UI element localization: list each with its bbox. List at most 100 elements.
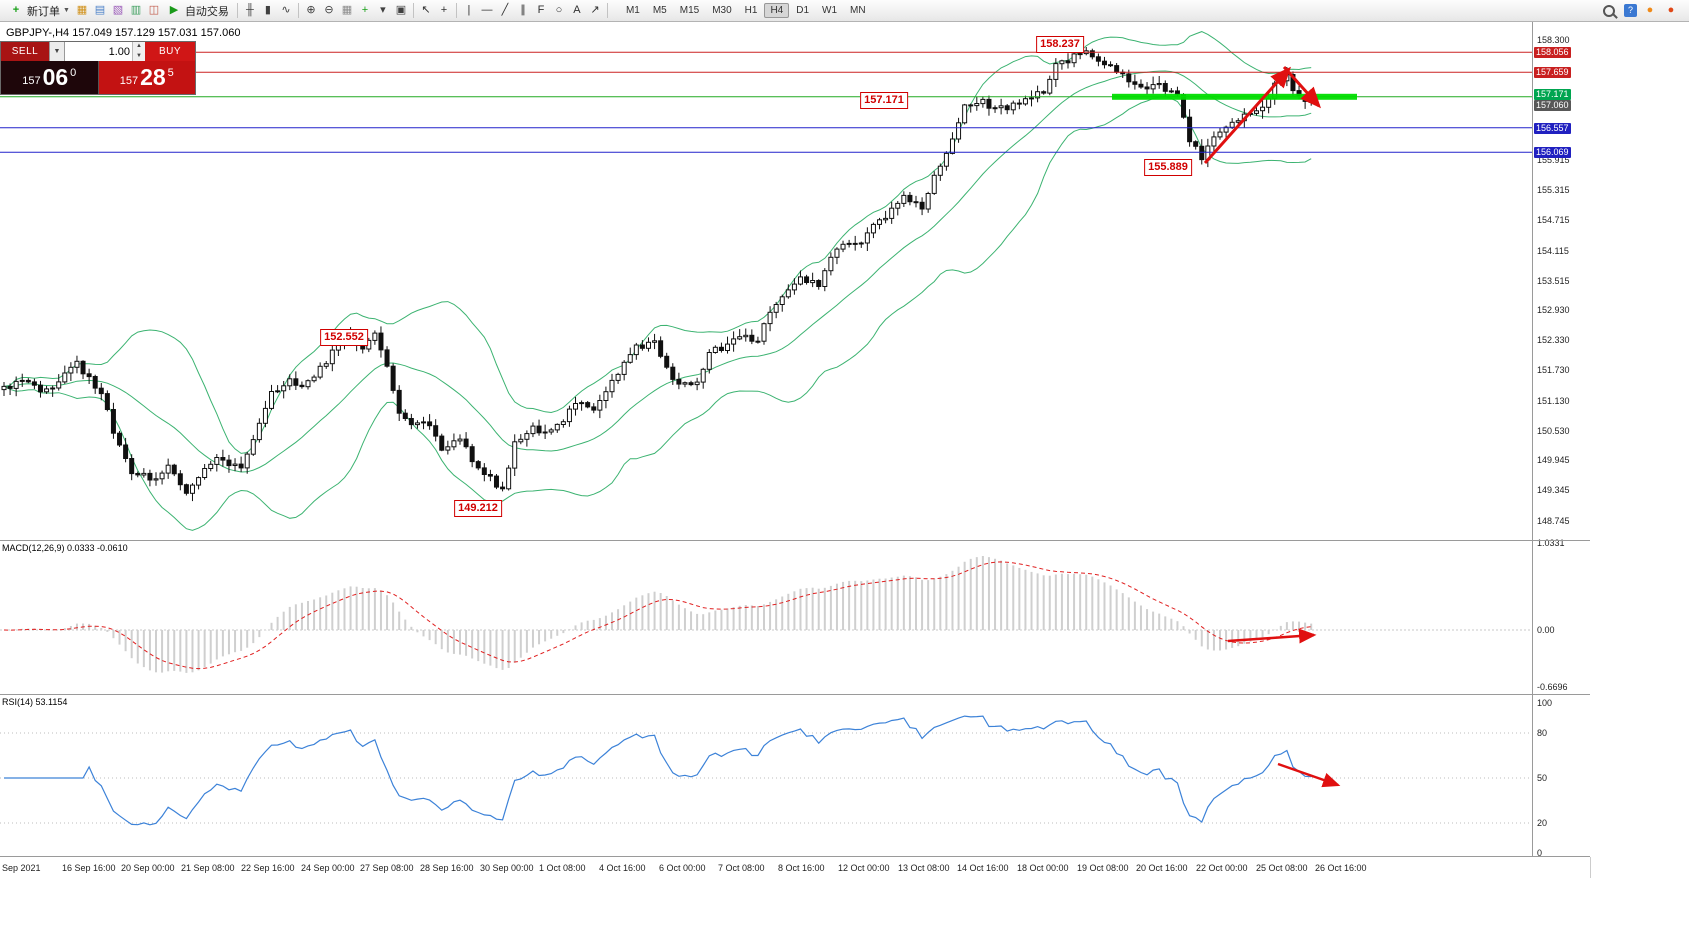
help-icon[interactable]: ? bbox=[1624, 4, 1637, 17]
periods-icon[interactable]: ▾ bbox=[380, 4, 386, 16]
stepper-up-icon[interactable]: ▲ bbox=[133, 42, 145, 52]
horizontal-line-icon[interactable]: — bbox=[481, 4, 493, 16]
stepper-down-icon[interactable]: ▼ bbox=[133, 51, 145, 61]
pointer-icons-group: ↖ + bbox=[418, 3, 452, 18]
notification-icon[interactable]: ● bbox=[1667, 4, 1675, 16]
volume-input[interactable] bbox=[65, 42, 132, 61]
timeframe-m30[interactable]: M30 bbox=[712, 5, 732, 16]
price-annotation-label: 155.889 bbox=[1144, 159, 1192, 176]
timeframe-h1[interactable]: H1 bbox=[744, 5, 758, 16]
time-axis-label: 24 Sep 00:00 bbox=[301, 863, 355, 873]
buy-price-pip: 5 bbox=[167, 67, 174, 79]
terminal-icon[interactable]: ▥ bbox=[130, 4, 142, 16]
timeframe-d1[interactable]: D1 bbox=[796, 5, 810, 16]
price-scale-label: 153.515 bbox=[1537, 276, 1570, 286]
price-scale-label: 150.530 bbox=[1537, 426, 1570, 436]
rsi-scale-label: 0 bbox=[1537, 848, 1543, 858]
pane-separator[interactable] bbox=[0, 694, 1590, 695]
time-axis[interactable]: Sep 2021 16 Sep 16:00 20 Sep 00:00 21 Sep 0… bbox=[0, 857, 1590, 878]
text-icon[interactable]: A bbox=[573, 4, 581, 16]
time-axis-label: 26 Oct 16:00 bbox=[1315, 863, 1367, 873]
sell-price-display[interactable]: 157 06 0 bbox=[1, 61, 98, 94]
price-scale[interactable]: 158.300 155.915 155.315 154.715 154.115 153.5… bbox=[1532, 22, 1591, 858]
buy-price-display[interactable]: 157 28 5 bbox=[97, 61, 195, 94]
time-axis-label: 20 Sep 00:00 bbox=[121, 863, 175, 873]
templates-icon[interactable]: ▣ bbox=[395, 4, 407, 16]
zoom-in-icon[interactable]: ⊕ bbox=[306, 4, 316, 16]
rsi-label: RSI(14) 53.1154 bbox=[2, 697, 68, 707]
sell-button[interactable]: SELL bbox=[1, 42, 49, 61]
new-order-button[interactable]: + 新订单 ▼ bbox=[4, 2, 74, 20]
drawing-icons-group: | — ╱ ∥ F ○ A ↗ bbox=[461, 3, 603, 18]
alert-icon[interactable]: ● bbox=[1646, 4, 1654, 16]
channel-icon[interactable]: ∥ bbox=[520, 4, 526, 16]
cursor-icon[interactable]: ↖ bbox=[421, 4, 431, 16]
price-chart-canvas[interactable] bbox=[0, 22, 1532, 540]
rsi-pane[interactable]: RSI(14) 53.1154 bbox=[0, 695, 1532, 856]
macd-pane[interactable]: MACD(12,26,9) 0.0333 -0.0610 bbox=[0, 541, 1532, 694]
time-axis-label: 22 Sep 16:00 bbox=[241, 863, 295, 873]
candlestick-series bbox=[1, 46, 1314, 502]
symbol-ohlc-header: GBPJPY-,H4 157.049 157.129 157.031 157.0… bbox=[6, 27, 241, 39]
price-chart-pane[interactable]: GBPJPY-,H4 157.049 157.129 157.031 157.0… bbox=[0, 22, 1532, 540]
trend-arrow bbox=[1203, 66, 1291, 164]
buy-price-big: 28 bbox=[140, 64, 166, 90]
indicators-icon[interactable]: + bbox=[361, 4, 369, 16]
time-axis-label: 25 Oct 08:00 bbox=[1256, 863, 1308, 873]
window-icons-group: ▦ ▤ ▧ ▥ ◫ bbox=[74, 3, 162, 18]
search-icon bbox=[1603, 4, 1615, 17]
crosshair-icon[interactable]: + bbox=[440, 4, 448, 16]
support-zone bbox=[1112, 93, 1357, 100]
time-axis-label: 12 Oct 00:00 bbox=[838, 863, 890, 873]
vertical-line-icon[interactable]: | bbox=[467, 4, 471, 16]
data-window-icon[interactable]: ▤ bbox=[94, 4, 106, 16]
pane-separator[interactable] bbox=[0, 540, 1590, 541]
macd-scale-label: -0.6696 bbox=[1537, 682, 1568, 692]
autotrading-button[interactable]: ▶ 自动交易 bbox=[162, 2, 233, 20]
bollinger-bands bbox=[3, 31, 1312, 531]
line-chart-icon[interactable]: ∿ bbox=[281, 4, 291, 16]
arrow-tool-icon[interactable]: ↗ bbox=[590, 4, 600, 16]
search-icon[interactable] bbox=[1603, 3, 1619, 18]
market-watch-icon[interactable]: ▦ bbox=[76, 4, 88, 16]
time-axis-label: 4 Oct 16:00 bbox=[599, 863, 646, 873]
price-scale-label: 151.130 bbox=[1537, 396, 1570, 406]
toolbar-separator bbox=[236, 3, 238, 18]
buy-button[interactable]: BUY bbox=[145, 42, 195, 61]
chart-type-icons-group: ╫ ▮ ∿ bbox=[242, 3, 294, 18]
price-scale-label: 151.730 bbox=[1537, 365, 1570, 375]
timeframe-m1[interactable]: M1 bbox=[625, 5, 640, 16]
timeframe-w1[interactable]: W1 bbox=[822, 5, 838, 16]
shapes-icon[interactable]: ○ bbox=[555, 4, 563, 16]
trend-arrow bbox=[1282, 65, 1322, 109]
horizontal-lines bbox=[0, 51, 1532, 153]
sell-price-pip: 0 bbox=[70, 67, 77, 79]
strategy-tester-icon[interactable]: ◫ bbox=[148, 4, 160, 16]
timeframe-h4[interactable]: H4 bbox=[764, 3, 790, 18]
time-axis-label: 8 Oct 16:00 bbox=[778, 863, 825, 873]
toolbar-separator bbox=[606, 3, 608, 18]
autotrading-icon: ▶ bbox=[169, 4, 179, 16]
time-axis-label: 30 Sep 00:00 bbox=[480, 863, 534, 873]
price-scale-label: 155.915 bbox=[1537, 155, 1570, 165]
timeframe-m5[interactable]: M5 bbox=[652, 5, 667, 16]
new-order-label: 新订单 bbox=[27, 5, 60, 18]
price-scale-label: 154.715 bbox=[1537, 215, 1570, 225]
trendline-icon[interactable]: ╱ bbox=[501, 4, 509, 16]
candlestick-chart-icon[interactable]: ▮ bbox=[264, 4, 271, 16]
zoom-out-icon[interactable]: ⊖ bbox=[324, 4, 334, 16]
grid-icon[interactable]: ▦ bbox=[341, 4, 353, 16]
volume-stepper[interactable]: ▲ ▼ bbox=[132, 42, 145, 61]
price-scale-label: 152.330 bbox=[1537, 335, 1570, 345]
volume-dropdown-icon[interactable]: ▼ bbox=[49, 42, 65, 61]
navigator-icon[interactable]: ▧ bbox=[112, 4, 124, 16]
fibonacci-icon[interactable]: F bbox=[537, 4, 545, 16]
timeframe-m15[interactable]: M15 bbox=[679, 5, 700, 16]
sell-price-big: 06 bbox=[42, 64, 69, 90]
chevron-down-icon: ▼ bbox=[63, 7, 70, 14]
bar-chart-icon[interactable]: ╫ bbox=[246, 4, 254, 16]
buy-price-prefix: 157 bbox=[119, 75, 139, 87]
timeframe-mn[interactable]: MN bbox=[850, 5, 866, 16]
time-axis-label: 28 Sep 16:00 bbox=[420, 863, 474, 873]
price-scale-tag: 157.060 bbox=[1534, 100, 1571, 111]
